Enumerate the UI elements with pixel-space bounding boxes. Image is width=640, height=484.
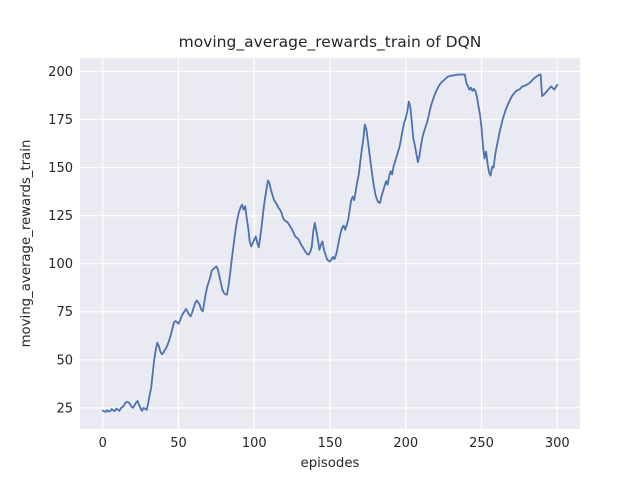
y-tick-label: 75 (56, 305, 73, 320)
x-axis-label: episodes (301, 456, 360, 471)
y-tick-label: 125 (48, 209, 73, 224)
chart-title: moving_average_rewards_train of DQN (179, 33, 482, 52)
gridlines (80, 58, 580, 429)
y-tick-label: 25 (56, 401, 73, 416)
y-tick-label: 175 (48, 113, 73, 128)
x-tick-label: 250 (469, 436, 494, 451)
x-tick-label: 100 (242, 436, 267, 451)
reward-line (101, 73, 559, 413)
x-tick-label: 0 (99, 436, 107, 451)
x-tick-label: 300 (545, 436, 570, 451)
y-tick-label: 50 (56, 353, 73, 368)
y-tick-label: 200 (48, 65, 73, 80)
x-tick-label: 50 (170, 436, 187, 451)
y-tick-label: 150 (48, 161, 73, 176)
y-axis-label: moving_average_rewards_train (19, 140, 34, 348)
series-lines (101, 73, 559, 413)
x-tick-label: 200 (393, 436, 418, 451)
y-tick-labels: 25 50 75 100 125 150 175 200 (48, 65, 73, 416)
x-tick-label: 150 (318, 436, 343, 451)
x-tick-labels: 0 50 100 150 200 250 300 (99, 436, 570, 451)
y-tick-label: 100 (48, 257, 73, 272)
